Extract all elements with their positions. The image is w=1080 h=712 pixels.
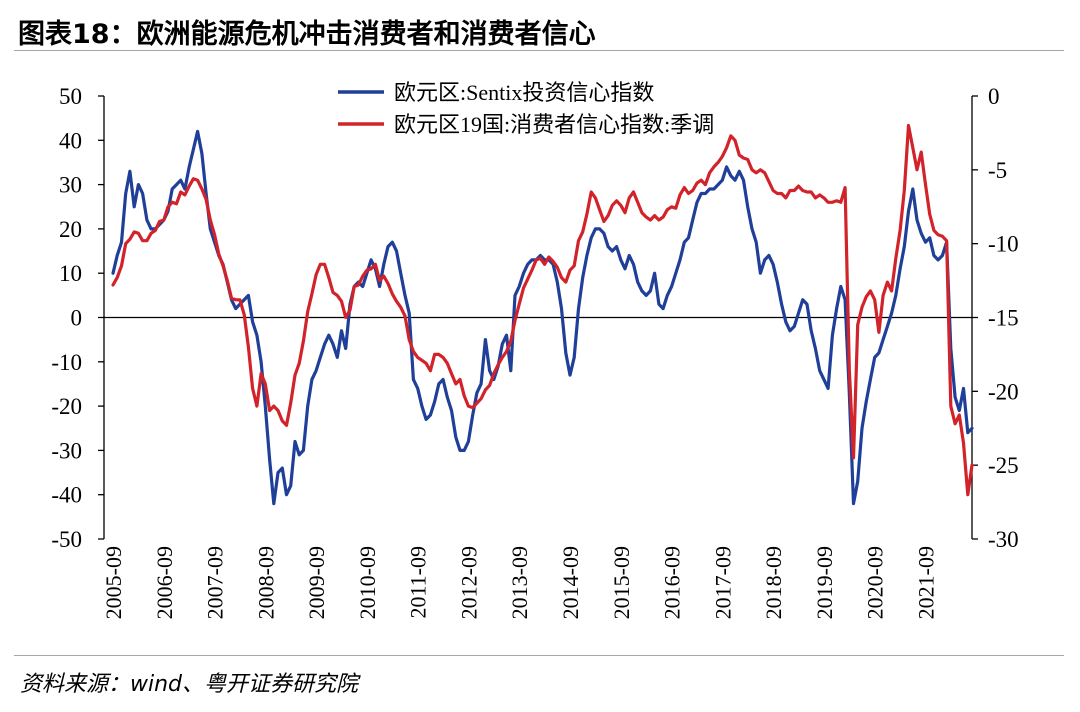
left-axis-tick-label: -20 [51,394,82,419]
x-axis-tick-label: 2020-09 [863,546,888,619]
x-axis-tick-label: 2008-09 [253,546,278,619]
left-axis-tick-label: -10 [51,350,82,375]
x-axis-tick-label: 2005-09 [101,546,126,619]
legend-label-sentix: 欧元区:Sentix投资信心指数 [394,80,654,105]
x-axis-tick-label: 2006-09 [152,546,177,619]
x-axis-tick-label: 2015-09 [609,546,634,619]
left-axis-tick-label: 30 [59,173,82,198]
x-axis-tick-label: 2014-09 [558,546,583,619]
right-axis-tick-label: -15 [988,306,1019,331]
right-axis-tick-label: -30 [988,527,1019,552]
x-axis-tick-label: 2012-09 [456,546,481,619]
right-axis-tick-label: -25 [988,453,1019,478]
series-line-sentix [111,129,974,506]
left-axis-tick-label: 20 [59,217,82,242]
title-divider [14,50,1064,51]
legend: 欧元区:Sentix投资信心指数 欧元区19国:消费者信心指数:季调 [338,80,714,137]
left-axis-tick-label: -30 [51,438,82,463]
axes: 50 40 30 20 10 0 -10 -20 -30 -40 -50 0 -5 -10 -15 -20 -2… [51,84,1018,619]
series-line-consumer-confidence [111,123,974,497]
x-axis-tick-label: 2016-09 [660,546,685,619]
left-axis-tick-label: 50 [59,84,82,109]
left-axis-tick-label: 0 [71,306,83,331]
right-axis-tick-label: 0 [988,84,1000,109]
left-axis-tick-label: -50 [51,527,82,552]
x-axis-tick-label: 2018-09 [761,546,786,619]
left-axis-tick-label: 10 [59,261,82,286]
x-axis-tick-label: 2007-09 [203,546,228,619]
legend-label-consumer-confidence: 欧元区19国:消费者信心指数:季调 [394,112,714,137]
series-lines [111,123,974,506]
source-divider [14,655,1064,656]
x-axis-tick-label: 2019-09 [812,546,837,619]
x-axis-tick-label: 2017-09 [710,546,735,619]
right-axis-tick-label: -10 [988,232,1019,257]
left-axis-tick-label: -40 [51,483,82,508]
right-axis-tick-label: -20 [988,379,1019,404]
x-axis-tick-label: 2011-09 [406,546,431,619]
x-axis-tick-label: 2013-09 [507,546,532,619]
x-axis-tick-label: 2009-09 [304,546,329,619]
source-note: 资料来源：wind、粤开证券研究院 [20,672,359,697]
chart-title: 图表18：欧洲能源危机冲击消费者和消费者信心 [18,19,596,50]
left-axis-tick-label: 40 [59,128,82,153]
right-axis-tick-label: -5 [988,158,1007,183]
x-axis-tick-label: 2021-09 [913,546,938,619]
x-axis-tick-label: 2010-09 [355,546,380,619]
